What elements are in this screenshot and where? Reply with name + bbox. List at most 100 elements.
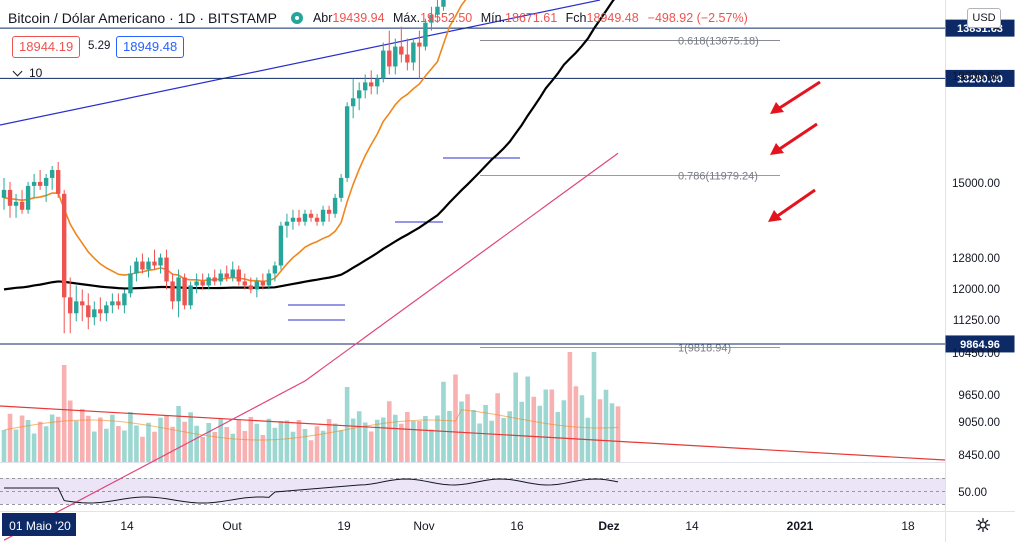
volume-bar: [104, 428, 109, 462]
volume-bar: [164, 415, 169, 462]
volume-bar: [495, 393, 500, 462]
volume-bar: [92, 431, 97, 462]
candle-body: [272, 265, 278, 274]
candle-body: [290, 217, 296, 222]
candle-body: [146, 261, 151, 270]
symbol-title[interactable]: Bitcoin / Dólar Americano · 1D · BITSTAM…: [8, 10, 277, 26]
volume-bar: [218, 418, 224, 462]
red-arrow-shaft[interactable]: [775, 188, 816, 219]
time-tick-label: 19: [337, 519, 351, 533]
main-pane[interactable]: [0, 0, 945, 462]
candle-body: [411, 42, 416, 63]
level-price-tag[interactable]: [945, 335, 1015, 353]
volume-bar: [519, 401, 525, 462]
candle-body: [13, 201, 19, 206]
level-price-label: 13200.00: [957, 73, 1003, 85]
volume-bar: [194, 425, 199, 462]
candle-body: [326, 209, 332, 214]
candle-body: [86, 305, 91, 318]
time-tick-label: Nov: [413, 519, 434, 533]
volume-bar: [471, 410, 476, 462]
volume-bar: [579, 395, 585, 462]
time-tick-label: 14: [685, 519, 699, 533]
market-status-icon[interactable]: [290, 12, 303, 24]
red-arrow-head[interactable]: [770, 102, 784, 114]
volume-bar: [537, 405, 543, 462]
volume-bar: [501, 418, 506, 462]
red-arrow-head[interactable]: [770, 143, 784, 155]
open-value: 19439.94: [332, 11, 385, 25]
volume-bar: [116, 426, 121, 462]
red-arrow-shaft[interactable]: [777, 80, 821, 111]
candle-body: [429, 14, 434, 23]
volume-bar: [272, 427, 278, 462]
volume-bar: [362, 422, 368, 462]
sell-button[interactable]: 18944.19: [12, 36, 81, 58]
candle-body: [200, 281, 205, 286]
volume-bar: [200, 437, 205, 462]
level-price-tag[interactable]: [945, 69, 1015, 87]
volume-bar: [374, 419, 380, 462]
red-arrow-head[interactable]: [768, 210, 782, 222]
volume-bar: [573, 386, 579, 462]
volume-bar: [447, 411, 452, 462]
indicator-toggle[interactable]: 10: [12, 66, 42, 80]
volume-bar: [290, 431, 296, 462]
candle-body: [116, 301, 121, 306]
candle-body: [254, 281, 260, 290]
volume-bar: [465, 394, 470, 462]
volume-bar: [146, 422, 151, 462]
volume-bar: [55, 416, 61, 462]
volume-bar: [19, 415, 25, 462]
volume-bar: [338, 430, 344, 462]
candle-body: [134, 261, 139, 274]
candle-body: [423, 22, 428, 47]
volume-bar: [85, 415, 91, 462]
annotation-arrows[interactable]: [768, 80, 821, 222]
high-value: 19552.50: [420, 11, 473, 25]
volume-bar: [368, 431, 374, 462]
candle-body: [236, 269, 241, 282]
red-trend-line[interactable]: [0, 405, 946, 461]
candle-body: [314, 217, 320, 222]
high-label: Máx.: [393, 11, 421, 25]
blue-trend-line[interactable]: [0, 0, 601, 126]
low-value: 18671.61: [505, 11, 558, 25]
price-tick-label: 15000.00: [952, 178, 1000, 190]
date-cursor-tag[interactable]: [2, 513, 76, 536]
candle-body: [176, 277, 181, 302]
candle-body: [441, 0, 446, 7]
time-axis[interactable]: 01 Maio '20 14 Out 19 Nov 16 Dez 14 2021 18: [2, 513, 915, 536]
red-arrow-shaft[interactable]: [777, 122, 818, 152]
currency-button[interactable]: USD: [967, 8, 1001, 28]
price-tick-label: 9050.00: [958, 417, 1000, 429]
candle-body: [296, 217, 302, 222]
candle-body: [242, 281, 247, 286]
volume-bar: [555, 412, 561, 462]
trend-lines[interactable]: [0, 0, 946, 461]
volume-bar: [320, 430, 326, 462]
volume-bar: [170, 426, 175, 462]
volume-bar: [543, 389, 549, 462]
volume-bar: [561, 400, 567, 462]
candle-body: [110, 301, 115, 306]
candle-body: [182, 277, 187, 306]
fib-level-label: 0.786(11979.24): [678, 171, 758, 183]
volume-bar: [591, 352, 597, 462]
candle-body: [140, 261, 145, 270]
gear-icon[interactable]: [975, 517, 991, 533]
fib-retracement[interactable]: 0(19913.81)0.236(17531.42)0.382(16057.57…: [480, 0, 780, 355]
volume-bar: [110, 414, 115, 462]
buy-button[interactable]: 18949.48: [116, 36, 185, 58]
volume-bar: [67, 400, 73, 462]
close-label: Fch: [565, 11, 587, 25]
volume-bar: [423, 416, 428, 462]
candle-body: [344, 106, 350, 178]
volume-bar: [441, 381, 446, 462]
volume-bar: [206, 423, 211, 462]
volume-bar: [134, 425, 139, 462]
price-axis[interactable]: 219000.0015000.0012800.0012000.0011250.0…: [946, 0, 1014, 499]
volume-bar: [399, 423, 404, 462]
